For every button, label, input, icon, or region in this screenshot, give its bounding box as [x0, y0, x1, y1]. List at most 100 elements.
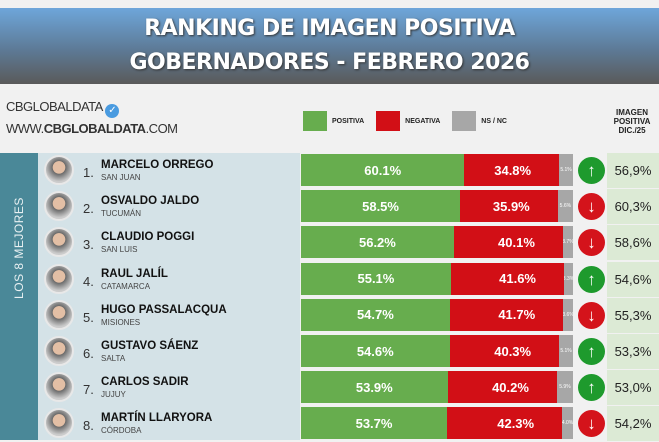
avatar: [44, 227, 74, 258]
bar-positiva: 60.1%: [301, 154, 465, 186]
table-row: 2. OSVALDO JALDO TUCUMÁN 58.5% 35.9% 5.6…: [0, 189, 659, 226]
dic25-value: 55,3%: [607, 297, 659, 334]
url-prefix: WWW.: [6, 121, 44, 136]
legend-positiva: POSITIVA: [303, 111, 364, 131]
rank: 5.: [83, 309, 94, 325]
province: SAN LUIS: [101, 245, 138, 255]
bar-positiva: 55.1%: [301, 262, 451, 295]
arrow-down-icon: ↓: [578, 301, 605, 329]
bar-nsnc: 4.0%: [562, 407, 573, 440]
table-row: 5. HUGO PASSALACQUA MISIONES 54.7% 41.7%…: [0, 297, 659, 334]
rank: 3.: [83, 237, 94, 253]
governor-name: RAUL JALÍL: [101, 267, 168, 280]
arrow-up-icon: ↑: [578, 338, 605, 365]
legend-swatch: [452, 111, 477, 131]
title-line-1: RANKING DE IMAGEN POSITIVA: [144, 16, 515, 41]
table-row: 1. MARCELO ORREGO SAN JUAN 60.1% 34.8% 5…: [0, 153, 659, 189]
bar-nsnc: 3.3%: [564, 262, 573, 295]
avatar: [44, 191, 74, 222]
verified-badge-icon: ✓: [105, 104, 120, 118]
dic-header-line: IMAGEN: [616, 108, 648, 117]
bar-negativa: 40.3%: [449, 335, 560, 367]
arrow-up-icon: ↑: [578, 374, 605, 402]
avatar: [44, 336, 74, 366]
arrow-down-icon: ↓: [578, 229, 605, 257]
rank: 2.: [83, 201, 94, 217]
bar-positiva: 53.7%: [301, 407, 448, 440]
province: TUCUMÁN: [101, 209, 141, 219]
bar-negativa: 40.1%: [453, 226, 563, 259]
side-label-bar: LOS 8 MEJORES: [0, 153, 38, 440]
table-row: 3. CLAUDIO POGGI SAN LUIS 56.2% 40.1% 3.…: [0, 225, 659, 262]
governor-name: OSVALDO JALDO: [101, 195, 200, 208]
page-title: RANKING DE IMAGEN POSITIVA GOBERNADORES …: [0, 8, 659, 84]
province: SAN JUAN: [101, 173, 141, 182]
brand-url: WWW.CBGLOBALDATA.COM: [6, 118, 178, 140]
bar-nsnc: 5.1%: [559, 335, 573, 367]
bar-nsnc: 5.1%: [559, 154, 573, 186]
governor-name: MARCELO ORREGO: [101, 159, 214, 171]
legend-label: NEGATIVA: [405, 117, 441, 125]
dic25-value: 60,3%: [607, 189, 659, 226]
province: SALTA: [101, 354, 126, 363]
bar-positiva: 53.9%: [301, 371, 448, 404]
avatar: [44, 263, 74, 294]
legend-label: NS / NC: [481, 117, 507, 125]
province: CÓRDOBA: [101, 426, 142, 436]
bar-nsnc: 5.9%: [556, 371, 573, 404]
names-panel: [38, 153, 300, 440]
governor-name: HUGO PASSALACQUA: [101, 303, 227, 316]
rank: 7.: [83, 382, 94, 398]
avatar: [44, 408, 74, 439]
bar-nsnc: 5.6%: [557, 190, 573, 223]
bar-positiva: 58.5%: [301, 190, 461, 223]
url-suffix: .COM: [145, 121, 178, 136]
legend-negativa: NEGATIVA: [376, 111, 440, 131]
bar-negativa: 41.6%: [450, 262, 564, 295]
rank: 4.: [83, 273, 94, 289]
dic25-value: 54,2%: [607, 406, 659, 442]
governor-name: CARLOS SADIR: [101, 376, 189, 389]
title-line-2: GOBERNADORES - FEBRERO 2026: [129, 50, 531, 75]
bar-nsnc: 3.6%: [563, 298, 573, 331]
url-bold: CBGLOBALDATA: [43, 121, 146, 136]
avatar: [44, 372, 74, 403]
bar-positiva: 56.2%: [301, 226, 454, 259]
avatar: [44, 299, 74, 330]
bar-positiva: 54.7%: [301, 298, 450, 331]
brand-name: CBGLOBALDATA: [6, 99, 103, 114]
governor-name: MARTÍN LLARYORA: [101, 412, 213, 425]
bar-negativa: 40.2%: [447, 371, 557, 404]
table-row: 7. CARLOS SADIR JUJUY 53.9% 40.2% 5.9% ↑…: [0, 370, 659, 407]
rank: 8.: [83, 418, 94, 434]
dic-header-line: DIC./25: [618, 126, 646, 135]
arrow-up-icon: ↑: [578, 157, 605, 184]
province: CATAMARCA: [101, 281, 151, 291]
dic-column-header: IMAGEN POSITIVA DIC./25: [605, 108, 659, 135]
dic25-value: 56,9%: [607, 153, 659, 189]
bar-negativa: 34.8%: [464, 154, 560, 186]
dic25-value: 54,6%: [607, 261, 659, 298]
table-row: 6. GUSTAVO SÁENZ SALTA 54.6% 40.3% 5.1% …: [0, 334, 659, 370]
arrow-up-icon: ↑: [578, 265, 605, 293]
dic25-value: 58,6%: [607, 225, 659, 262]
dic25-value: 53,3%: [607, 334, 659, 370]
dic-header-line: POSITIVA: [613, 117, 651, 126]
arrow-down-icon: ↓: [578, 193, 605, 221]
table-row: 8. MARTÍN LLARYORA CÓRDOBA 53.7% 42.3% 4…: [0, 406, 659, 442]
governor-name: CLAUDIO POGGI: [101, 231, 195, 244]
legend-label: POSITIVA: [332, 117, 365, 125]
table-row: 4. RAUL JALÍL CATAMARCA 55.1% 41.6% 3.3%…: [0, 261, 659, 298]
bar-negativa: 35.9%: [460, 190, 558, 223]
province: MISIONES: [101, 317, 141, 327]
province: JUJUY: [101, 390, 126, 400]
legend-swatch: [376, 111, 401, 131]
legend: POSITIVA NEGATIVA NS / NC: [303, 111, 519, 131]
arrow-down-icon: ↓: [578, 410, 605, 438]
rank: 6.: [83, 346, 94, 361]
rank: 1.: [83, 165, 94, 180]
brand: CBGLOBALDATA ✓ WWW.CBGLOBALDATA.COM: [6, 96, 178, 140]
legend-swatch: [303, 111, 327, 131]
governor-name: GUSTAVO SÁENZ: [101, 340, 199, 352]
legend-nsnc: NS / NC: [452, 111, 507, 131]
